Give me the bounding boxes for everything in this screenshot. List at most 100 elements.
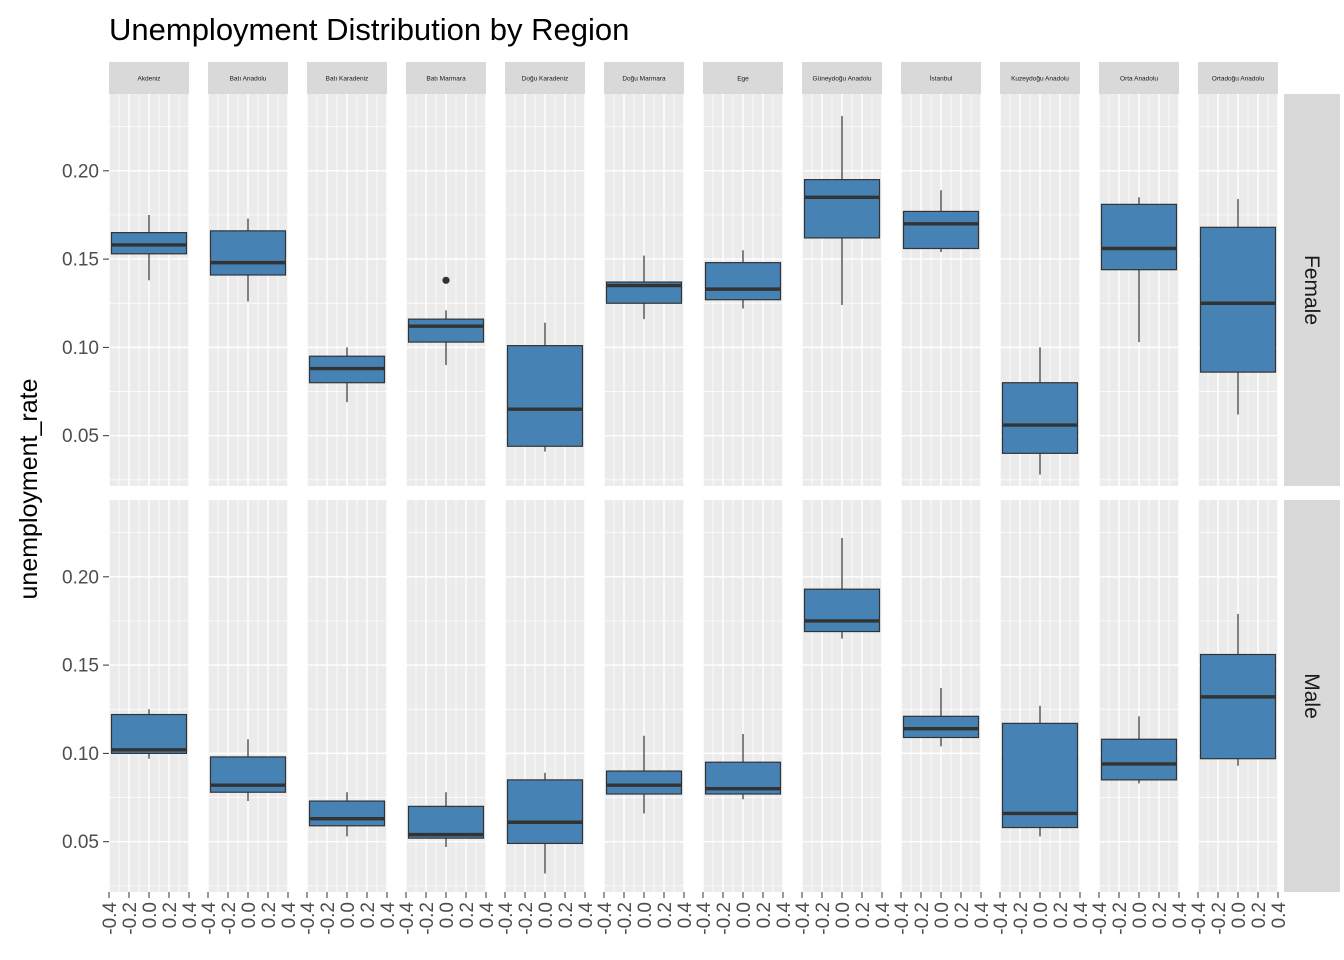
facet-strip-label: Orta Anadolu bbox=[1120, 76, 1158, 83]
x-axis-tick-label: 0.0 bbox=[1130, 902, 1151, 928]
x-axis-tick-label: 0.4 bbox=[477, 902, 498, 929]
facet-strip bbox=[406, 62, 486, 94]
x-axis-tick-label: -0.2 bbox=[219, 902, 240, 935]
facet-strip bbox=[1198, 62, 1278, 94]
box-iqr bbox=[803, 588, 881, 633]
x-axis-tick-label: 0.4 bbox=[180, 902, 201, 929]
x-axis-tick-label: 0.4 bbox=[279, 902, 300, 929]
x-axis-tick-label: 0.2 bbox=[952, 902, 973, 928]
x-axis-tick-label: 0.4 bbox=[576, 902, 597, 929]
facet-strip bbox=[109, 62, 189, 94]
box-iqr bbox=[506, 345, 584, 447]
facet-strip bbox=[307, 62, 387, 94]
facet-strip bbox=[1099, 62, 1179, 94]
x-axis-tick-label: 0.2 bbox=[457, 902, 478, 928]
facet-strip-label: Ortadoğu Anadolu bbox=[1212, 76, 1265, 83]
box-iqr bbox=[407, 805, 485, 839]
y-axis-tick-label: 0.15 bbox=[62, 250, 99, 271]
facet-strip-label: Batı Karadeniz bbox=[326, 76, 369, 83]
facet-panels: Akdeniz Batı Anadolu Batı Karadeniz Batı Ma… bbox=[62, 62, 1340, 935]
facet-strip-label: Akdeniz bbox=[137, 76, 160, 83]
facet-strip bbox=[901, 62, 981, 94]
x-axis-tick-label: -0.2 bbox=[813, 902, 834, 935]
x-axis-tick-label: 0.2 bbox=[853, 902, 874, 928]
box-iqr bbox=[209, 230, 287, 276]
x-axis-tick-label: 0.4 bbox=[675, 902, 696, 929]
box-iqr bbox=[110, 232, 188, 255]
x-axis-tick-label: -0.4 bbox=[199, 902, 220, 935]
y-axis-tick-label: 0.20 bbox=[62, 161, 99, 182]
facet-strip-label: Ege bbox=[737, 76, 749, 83]
x-axis-tick-label: -0.4 bbox=[892, 902, 913, 935]
facet-strip bbox=[703, 62, 783, 94]
facet-strip bbox=[604, 62, 684, 94]
y-axis-tick-label: 0.10 bbox=[62, 338, 99, 359]
x-axis-tick-label: 0.4 bbox=[1269, 902, 1290, 929]
x-axis-tick-label: 0.0 bbox=[635, 902, 656, 928]
facet-strip-label: Güneydoğu Anadolu bbox=[813, 76, 872, 83]
x-axis-tick-label: -0.2 bbox=[1110, 902, 1131, 935]
y-axis-tick-label: 0.15 bbox=[62, 656, 99, 677]
facet-strip-label: Doğu Marmara bbox=[622, 76, 666, 83]
x-axis-tick-label: 0.4 bbox=[774, 902, 795, 929]
facet-strip-label: Doğu Karadeniz bbox=[522, 76, 569, 83]
x-axis-tick-label: -0.2 bbox=[120, 902, 141, 935]
x-axis-tick-label: -0.4 bbox=[100, 902, 121, 935]
x-axis-tick-label: -0.4 bbox=[793, 902, 814, 935]
x-axis-tick-label: -0.4 bbox=[397, 902, 418, 935]
x-axis-tick-label: 0.2 bbox=[556, 902, 577, 928]
x-axis-tick-label: 0.0 bbox=[338, 902, 359, 928]
x-axis-tick-label: 0.4 bbox=[1071, 902, 1092, 929]
y-axis-tick-label: 0.10 bbox=[62, 744, 99, 765]
box-iqr bbox=[308, 800, 386, 827]
x-axis-tick-label: -0.2 bbox=[1011, 902, 1032, 935]
box-iqr bbox=[902, 210, 980, 250]
x-axis-tick-label: 0.0 bbox=[932, 902, 953, 928]
y-axis-tick-label: 0.05 bbox=[62, 832, 99, 853]
box-iqr bbox=[209, 756, 287, 793]
x-axis-tick-label: 0.0 bbox=[437, 902, 458, 928]
x-axis-tick-label: -0.2 bbox=[417, 902, 438, 935]
x-axis-tick-label: 0.2 bbox=[1150, 902, 1171, 928]
facet-strip-label: Batı Anadolu bbox=[230, 76, 267, 83]
facet-row-strip bbox=[1284, 94, 1340, 486]
box-iqr bbox=[407, 318, 485, 343]
box-iqr bbox=[605, 770, 683, 795]
facet-row-strip-label: Male bbox=[1300, 673, 1323, 719]
box-iqr bbox=[704, 262, 782, 301]
x-axis-tick-label: 0.2 bbox=[754, 902, 775, 928]
x-axis-tick-label: 0.4 bbox=[873, 902, 894, 929]
box-iqr bbox=[1100, 738, 1178, 781]
x-axis-tick-label: 0.2 bbox=[259, 902, 280, 928]
facet-strip-label: Batı Marmara bbox=[426, 76, 466, 83]
x-axis-tick-label: -0.2 bbox=[1209, 902, 1230, 935]
x-axis-tick-label: 0.2 bbox=[160, 902, 181, 928]
facet-strip bbox=[208, 62, 288, 94]
x-axis-tick-label: -0.4 bbox=[694, 902, 715, 935]
y-axis-tick-label: 0.20 bbox=[62, 567, 99, 588]
x-axis-tick-label: 0.0 bbox=[1031, 902, 1052, 928]
x-axis-tick-label: 0.0 bbox=[734, 902, 755, 928]
x-axis-tick-label: 0.2 bbox=[1249, 902, 1270, 928]
x-axis-tick-label: 0.4 bbox=[972, 902, 993, 929]
x-axis-tick-label: -0.4 bbox=[298, 902, 319, 935]
box-iqr bbox=[1199, 226, 1277, 373]
facet-strip bbox=[802, 62, 882, 94]
x-axis-tick-label: -0.4 bbox=[595, 902, 616, 935]
x-axis-tick-label: -0.4 bbox=[1090, 902, 1111, 935]
facet-strip-label: İstanbul bbox=[930, 74, 953, 83]
outlier-point bbox=[442, 276, 450, 284]
x-axis-tick-label: 0.0 bbox=[140, 902, 161, 928]
facet-row-strip bbox=[1284, 500, 1340, 892]
y-axis-tick-label: 0.05 bbox=[62, 426, 99, 447]
x-axis-tick-label: 0.2 bbox=[655, 902, 676, 928]
box-iqr bbox=[902, 715, 980, 739]
x-axis-tick-label: 0.0 bbox=[239, 902, 260, 928]
x-axis-tick-label: 0.0 bbox=[833, 902, 854, 928]
chart-title: Unemployment Distribution by Region bbox=[109, 12, 629, 47]
facet-strip bbox=[1000, 62, 1080, 94]
box-iqr bbox=[1001, 382, 1079, 454]
box-iqr bbox=[1199, 653, 1277, 760]
